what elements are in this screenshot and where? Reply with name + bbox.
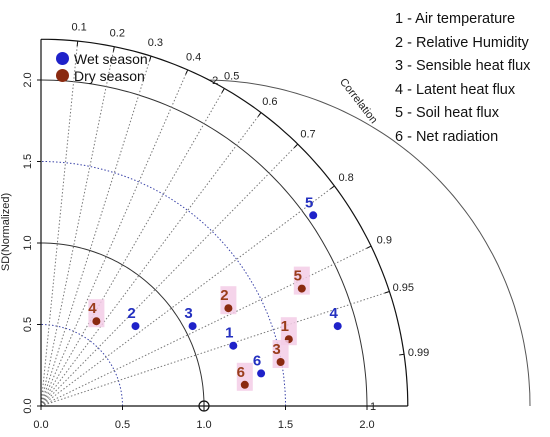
correlation-tick-label: 0.6: [262, 96, 277, 108]
dry-season-point-label: 5: [294, 268, 302, 285]
correlation-tick-mark: [384, 291, 390, 294]
y-tick-label: 1.0: [22, 235, 34, 250]
correlation-tick-mark: [185, 69, 189, 75]
wet-season-marker: [56, 52, 69, 65]
y-tick-label: 0.0: [22, 398, 34, 413]
correlation-tick-mark: [221, 88, 225, 93]
sd-arc-dotted: [41, 324, 123, 406]
correlation-ray: [40, 245, 372, 407]
y-tick-label: 2.0: [22, 72, 34, 87]
dry-season-point-label: 1: [281, 318, 289, 335]
dry-season-point-label: 3: [272, 341, 280, 358]
wet-season-point-label: 2: [127, 305, 135, 322]
wet-season-label: Wet season: [74, 50, 148, 67]
wet-season-point-5: [309, 211, 318, 220]
sd-arc-solid: [41, 242, 205, 406]
x-tick-label: 2.0: [359, 419, 374, 431]
correlation-tick-label: 0.99: [408, 347, 429, 359]
dry-point-highlight: [220, 286, 237, 315]
variables-legend-item: 6 - Net radiation: [395, 128, 499, 145]
correlation-tick-label: 0.7: [300, 129, 315, 141]
correlation-tick-mark: [76, 41, 79, 47]
correlation-tick-label: 0.5: [224, 71, 239, 83]
dry-season-label: Dry season: [74, 67, 145, 84]
wet-season-point-1: [229, 341, 238, 350]
dry-point-highlight: [280, 317, 297, 346]
wet-season-point-2: [131, 322, 140, 331]
y-tick-label: 0.5: [22, 317, 34, 332]
correlation-tick-label: 0.95: [393, 282, 414, 294]
dry-season-point-2: [224, 304, 233, 313]
dry-point-highlight: [272, 340, 289, 368]
correlation-ray: [40, 69, 189, 407]
rmsd-arc: [209, 79, 531, 407]
correlation-tick-label: 0.4: [186, 51, 201, 63]
correlation-ray: [40, 41, 79, 407]
variables-legend-item: 3 - Sensible heat flux: [395, 58, 531, 74]
correlation-tick-label: 0.8: [338, 172, 353, 184]
wet-season-point-6: [257, 369, 266, 378]
dry-season-point-3: [276, 358, 285, 366]
dry-season-point-label: 2: [220, 287, 228, 304]
correlation-tick-mark: [149, 55, 152, 61]
dry-point-highlight: [293, 266, 310, 295]
correlation-tick-mark: [112, 46, 115, 52]
axes-layer: [37, 38, 409, 412]
variables-legend-item: 2 - Relative Humidity: [395, 34, 529, 51]
wet-season-point-label: 3: [184, 305, 192, 322]
data-points-layer: 1 2 3 4 5 6 1 2 3 4 5 6: [88, 194, 342, 391]
correlation-ray: [40, 291, 390, 407]
correlation-ray: [40, 143, 299, 407]
correlation-tick-label: 0.9: [377, 235, 392, 247]
wet-season-point-4: [333, 322, 342, 331]
correlation-ray: [40, 55, 152, 407]
correlation-tick-mark: [399, 353, 405, 356]
y-tick-label: 1.5: [22, 154, 34, 169]
correlation-tick-mark: [257, 112, 262, 117]
x-tick-label: 0.5: [115, 419, 130, 431]
dry-season-point-label: 4: [88, 300, 97, 317]
correlation-ray: [40, 185, 335, 407]
variables-legend-item: 4 - Latent heat flux: [395, 81, 516, 98]
correlation-tick-mark: [366, 245, 372, 249]
correlation-tick-mark: [293, 143, 299, 148]
legend-entry-wet: Wet season: [56, 50, 148, 67]
legend-entry-dry: Dry season: [56, 67, 148, 84]
wet-season-point-label: 4: [330, 305, 339, 322]
wet-season-point-3: [188, 322, 197, 331]
dry-season-point-4: [92, 317, 101, 326]
wet-season-point-label: 6: [253, 352, 261, 369]
tick-labels-layer: 1 2 0.0 0.5 1.0 1.5 2.0 0.0 0.5 1.0 1.5 2.0 0.1 0.2 0.…: [22, 22, 429, 432]
correlation-tick-label: 0.3: [148, 37, 163, 49]
rmsd-arc-label: 2: [212, 75, 218, 87]
dry-season-point-label: 6: [237, 364, 245, 381]
correlation-ray: [40, 112, 262, 407]
dry-point-highlight: [236, 362, 253, 391]
correlation-tick-label: 0.1: [71, 22, 86, 34]
dry-season-marker: [56, 69, 69, 82]
outer-boundary-arc: [41, 38, 409, 407]
dry-season-point-5: [297, 284, 306, 293]
dry-season-point-6: [240, 380, 249, 389]
rmsd-arc-label: 1: [370, 401, 376, 413]
wet-season-point-label: 5: [305, 194, 313, 211]
variables-legend: 1 - Air temperature 2 - Relative Humidit…: [395, 8, 547, 149]
correlation-tick-mark: [330, 185, 335, 190]
variables-legend-item: 5 - Soil heat flux: [395, 105, 499, 121]
season-legend: Wet season Dry season: [56, 50, 148, 84]
correlation-ray: [40, 46, 115, 407]
wet-season-point-label: 1: [225, 325, 233, 342]
sd-arc-solid: [40, 79, 368, 407]
y-axis-label: SD(Normalized): [0, 193, 12, 271]
x-tick-label: 0.0: [33, 419, 48, 431]
correlation-tick-label: 0.2: [110, 27, 125, 39]
x-tick-label: 1.0: [196, 419, 211, 431]
correlation-ray: [40, 88, 225, 407]
variables-legend-item: 1 - Air temperature: [395, 11, 516, 27]
x-tick-label: 1.5: [278, 419, 293, 431]
dry-point-highlight: [88, 299, 105, 328]
